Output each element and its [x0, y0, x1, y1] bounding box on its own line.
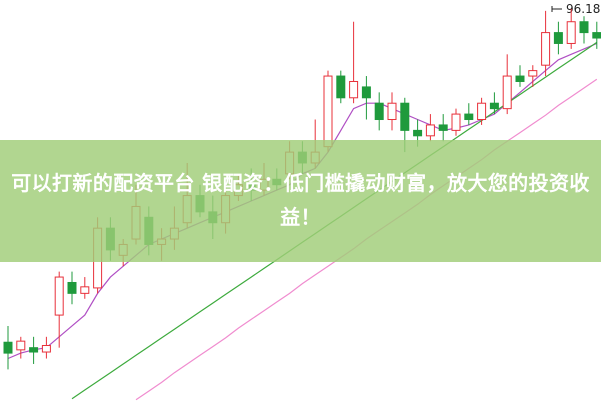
candle-body [336, 75, 346, 99]
candle-body [16, 340, 26, 351]
candle-body [374, 102, 384, 121]
banner [0, 140, 601, 262]
candle-body [349, 80, 359, 99]
candle-body [592, 32, 601, 39]
high-label: 96.18 [566, 2, 600, 16]
candle-body [528, 70, 538, 77]
candle-body [361, 86, 371, 99]
candle-body [54, 276, 64, 316]
candle-body [464, 113, 474, 121]
candle-body [323, 75, 333, 148]
candle-body [29, 347, 39, 353]
candle-body [541, 32, 551, 66]
candle-body [566, 21, 576, 44]
candle-body [553, 32, 563, 44]
candle-body [515, 75, 525, 82]
candle-body [80, 286, 90, 294]
candle-body [451, 113, 461, 131]
candle-body [400, 102, 410, 131]
candle-body [425, 124, 435, 137]
candle-body [67, 281, 77, 294]
banner-title: 可以打新的配资平台 银配资：低门槛撬动财富，放大您的投资收益！ [11, 171, 590, 229]
candle-body [502, 75, 512, 110]
candle-body [3, 341, 13, 354]
candle-body [41, 345, 51, 353]
candle-body [413, 129, 423, 137]
high-marker [551, 6, 562, 12]
candle-body [438, 124, 448, 131]
candle-body [477, 102, 487, 121]
candle-body [489, 102, 499, 110]
candle-body [387, 102, 397, 121]
candle-body [579, 21, 589, 34]
